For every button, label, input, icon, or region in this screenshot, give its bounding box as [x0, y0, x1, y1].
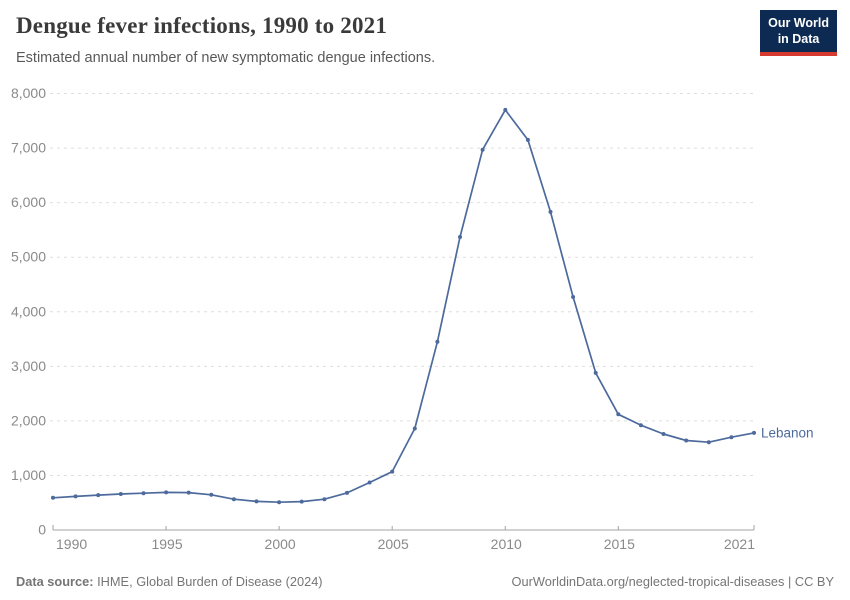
data-point[interactable]	[118, 492, 123, 496]
series-label-lebanon[interactable]: Lebanon	[761, 425, 814, 440]
data-point[interactable]	[390, 469, 395, 474]
footer-link[interactable]: OurWorldinData.org/neglected-tropical-di…	[511, 574, 834, 589]
data-point[interactable]	[322, 497, 327, 502]
y-axis-tick-label: 4,000	[11, 303, 46, 319]
data-point[interactable]	[345, 490, 349, 495]
data-point[interactable]	[752, 430, 756, 435]
line-chart[interactable]: 0 1,000 2,000 3,000 4,000 5,000 6,000 7,000 8,00…	[0, 0, 850, 560]
y-axis-tick-label: 6,000	[11, 194, 46, 210]
data-point[interactable]	[503, 107, 508, 112]
y-axis-tick-label: 8,000	[11, 85, 46, 101]
data-point[interactable]	[412, 426, 417, 431]
chart-title: Dengue fever infections, 1990 to 2021	[16, 13, 388, 38]
x-axis-tick-label: 2010	[491, 536, 522, 552]
data-point[interactable]	[729, 435, 734, 440]
data-point[interactable]	[254, 499, 259, 504]
data-point[interactable]	[480, 147, 485, 152]
data-point[interactable]	[661, 432, 666, 436]
data-point[interactable]	[548, 209, 553, 214]
x-axis-tick-label: 2015	[604, 536, 635, 552]
data-point[interactable]	[299, 499, 304, 504]
x-axis-tick-label: 1990	[56, 536, 87, 552]
data-point[interactable]	[435, 339, 440, 344]
data-point[interactable]	[164, 490, 169, 495]
data-point[interactable]	[616, 412, 621, 417]
data-point[interactable]	[684, 438, 689, 443]
x-axis-tick-label: 2005	[378, 536, 409, 552]
owid-logo[interactable]: Our World in Data	[760, 10, 837, 56]
data-point[interactable]	[209, 492, 214, 497]
y-axis-tick-label: 3,000	[11, 358, 46, 374]
y-axis-tick-label: 0	[38, 522, 46, 538]
y-axis-tick-label: 7,000	[11, 140, 46, 156]
x-axis-tick-label: 2000	[265, 536, 296, 552]
owid-logo-line2: in Data	[777, 32, 820, 47]
chart-footer: Data source: IHME, Global Burden of Dise…	[16, 574, 834, 589]
data-point[interactable]	[525, 137, 530, 142]
data-point[interactable]	[367, 480, 372, 485]
data-point[interactable]	[571, 295, 576, 299]
y-axis-tick-label: 2,000	[11, 412, 46, 428]
data-source-label: Data source:	[16, 574, 94, 589]
data-point[interactable]	[277, 500, 282, 505]
data-point[interactable]	[141, 491, 146, 496]
data-point[interactable]	[51, 495, 55, 500]
y-axis-tick-label: 1,000	[11, 467, 46, 483]
data-source-text: IHME, Global Burden of Disease (2024)	[97, 574, 323, 589]
x-axis-tick-label: 1995	[151, 536, 182, 552]
data-point[interactable]	[96, 493, 101, 498]
data-point[interactable]	[73, 494, 78, 499]
chart-subtitle: Estimated annual number of new symptomat…	[16, 50, 436, 66]
owid-logo-line1: Our World	[768, 16, 829, 30]
y-axis-tick-label: 5,000	[11, 249, 46, 265]
data-point[interactable]	[706, 440, 711, 445]
trend-line-lebanon	[52, 109, 755, 504]
x-axis-tick-label: 2021	[724, 536, 755, 552]
data-source: Data source: IHME, Global Burden of Dise…	[16, 574, 323, 589]
data-point[interactable]	[638, 423, 643, 428]
data-point[interactable]	[593, 370, 598, 375]
data-point[interactable]	[186, 490, 191, 495]
data-point[interactable]	[231, 497, 236, 502]
data-point[interactable]	[458, 235, 462, 239]
